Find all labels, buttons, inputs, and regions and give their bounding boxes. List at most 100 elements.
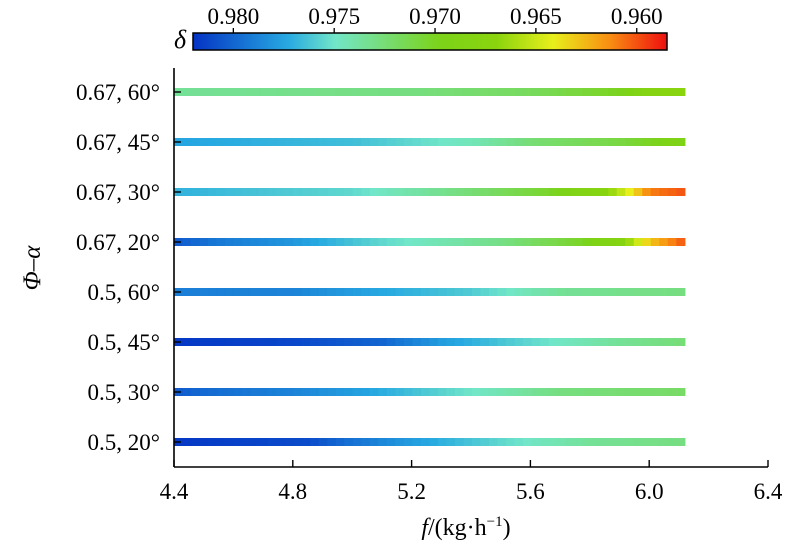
heatmap-cell — [199, 388, 209, 396]
heatmap-cell — [403, 288, 413, 296]
heatmap-cell — [599, 238, 609, 246]
heatmap-cell — [429, 238, 439, 246]
heatmap-cell — [293, 288, 303, 296]
heatmap-cell — [225, 388, 235, 396]
heatmap-cell — [301, 438, 311, 446]
x-axis-title-units: /(kg·h — [428, 515, 487, 541]
heatmap-cell — [318, 388, 328, 396]
heatmap-cell — [250, 438, 260, 446]
heatmap-cell — [242, 288, 252, 296]
heatmap-cell — [633, 88, 643, 96]
heatmap-cell — [608, 338, 618, 346]
y-axis-categories: 0.67, 60° 0.67, 45° 0.67, 30° 0.67, 20° 0.5,… — [76, 80, 181, 455]
heatmap-cell — [242, 138, 252, 146]
heatmap-cell — [667, 238, 677, 246]
heatmap-cell — [523, 238, 533, 246]
heatmap-cell — [403, 188, 413, 196]
heatmap-cell — [582, 438, 592, 446]
heatmap-cell — [352, 88, 362, 96]
heatmap-cell — [361, 188, 371, 196]
heatmap-cell — [574, 438, 584, 446]
heatmap-cell — [608, 288, 618, 296]
heatmap-cell — [565, 438, 575, 446]
heatmap-cell — [301, 338, 311, 346]
heatmap-cell — [259, 138, 269, 146]
heatmap-cell — [361, 438, 371, 446]
heatmap-cell — [225, 288, 235, 296]
heatmap-cell — [659, 288, 669, 296]
colorbar-tick-label: 0.965 — [510, 4, 562, 29]
colorbar: δ 0.980 0.975 0.970 0.965 0.960 — [174, 4, 668, 54]
heatmap-cell — [191, 338, 201, 346]
heatmap-cell — [352, 388, 362, 396]
heatmap-cell — [531, 338, 541, 346]
heatmap-cell — [454, 88, 465, 96]
heatmap-cell — [335, 138, 345, 146]
heatmap-cell — [437, 138, 448, 146]
heatmap-cell — [506, 238, 516, 246]
heatmap-cell — [301, 138, 311, 146]
heatmap-row — [174, 238, 686, 246]
heatmap-cell — [437, 388, 448, 396]
heatmap-cell — [267, 188, 277, 196]
heatmap-cell — [633, 288, 643, 296]
heatmap-cell — [361, 88, 371, 96]
heatmap-cell — [514, 288, 524, 296]
heatmap-cell — [378, 88, 388, 96]
heatmap-cell — [182, 288, 192, 296]
heatmap-cell — [182, 388, 192, 396]
heatmap-cell — [446, 288, 456, 296]
heatmap-cell — [429, 438, 439, 446]
heatmap-cell — [395, 88, 405, 96]
heatmap-cell — [301, 188, 311, 196]
heatmap-cell — [242, 338, 252, 346]
heatmap-cell — [548, 138, 558, 146]
heatmap-cell — [446, 388, 456, 396]
heatmap-cell — [216, 338, 226, 346]
heatmap-cell — [335, 188, 345, 196]
heatmap-cell — [276, 188, 286, 196]
colorbar-ticks: 0.980 0.975 0.970 0.965 0.960 — [207, 4, 663, 33]
heatmap-cell — [497, 188, 507, 196]
x-tick-label: 4.4 — [160, 479, 189, 504]
heatmap-cell — [616, 388, 626, 396]
heatmap-cell — [412, 88, 422, 96]
heatmap-cell — [352, 188, 362, 196]
y-category-label: 0.67, 30° — [76, 180, 160, 205]
heatmap-cell — [667, 388, 677, 396]
heatmap-cell — [540, 188, 550, 196]
heatmap-cell — [642, 438, 652, 446]
heatmap-cell — [318, 438, 328, 446]
heatmap-cell — [199, 238, 209, 246]
heatmap-cell — [616, 138, 626, 146]
heatmap-cell — [242, 438, 252, 446]
heatmap-cell — [471, 288, 482, 296]
heatmap-cell — [489, 238, 499, 246]
heatmap-cell — [199, 438, 209, 446]
heatmap-cell — [276, 388, 286, 396]
heatmap-cell — [540, 238, 550, 246]
heatmap-cell — [608, 138, 618, 146]
heatmap-cell — [676, 338, 686, 346]
heatmap-cell — [463, 388, 473, 396]
heatmap-cell — [633, 238, 643, 246]
heatmap-cell — [514, 438, 524, 446]
heatmap-cell — [191, 238, 201, 246]
heatmap-cell — [599, 188, 609, 196]
y-category-label: 0.5, 60° — [88, 280, 160, 305]
heatmap-cell — [191, 288, 201, 296]
heatmap-cell — [676, 288, 686, 296]
heatmap-cell — [344, 188, 354, 196]
heatmap-cell — [523, 138, 533, 146]
heatmap-cell — [574, 88, 584, 96]
heatmap-cell — [293, 188, 303, 196]
colorbar-gradient — [192, 32, 668, 51]
heatmap-cell — [403, 438, 413, 446]
heatmap-cell — [514, 188, 524, 196]
heatmap-cell — [327, 438, 337, 446]
heatmap-cell — [259, 438, 269, 446]
heatmap-cell — [429, 138, 439, 146]
heatmap-cell — [463, 338, 473, 346]
heatmap-cell — [216, 438, 226, 446]
heatmap-cell — [497, 88, 507, 96]
